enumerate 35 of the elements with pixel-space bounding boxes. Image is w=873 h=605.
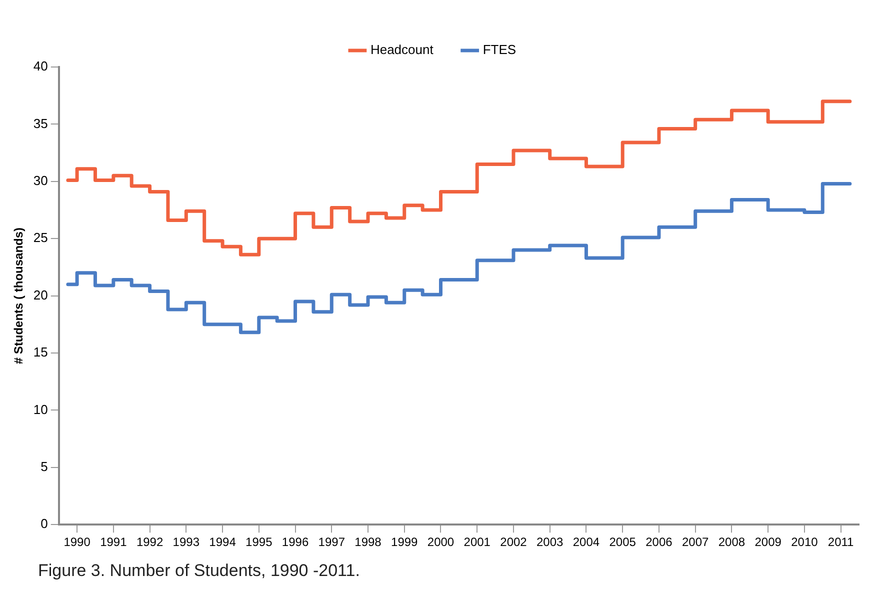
legend-label: Headcount xyxy=(370,42,434,58)
x-tick-label: 1998 xyxy=(354,535,382,550)
y-tick-label: 5 xyxy=(40,458,48,474)
x-tick-label: 2006 xyxy=(646,535,673,550)
x-tick-label: 2011 xyxy=(828,535,854,550)
x-tick-label: 1996 xyxy=(282,535,309,550)
y-tick-label: 15 xyxy=(33,344,48,360)
y-tick-label: 35 xyxy=(33,116,48,131)
legend-label: FTES xyxy=(482,42,516,58)
x-tick-label: 2009 xyxy=(754,535,782,550)
x-tick-label: 2010 xyxy=(791,535,818,550)
x-tick-label: 2003 xyxy=(536,535,564,550)
x-tick-label: 2005 xyxy=(609,535,636,550)
x-tick-label: 2002 xyxy=(500,535,528,550)
x-tick-label: 2001 xyxy=(464,535,491,550)
x-tick-label: 1990 xyxy=(64,535,91,550)
x-tick-label: 1994 xyxy=(209,535,236,550)
x-tick-label: 2008 xyxy=(718,535,746,550)
y-tick-label: 25 xyxy=(33,230,48,246)
y-tick-label: 40 xyxy=(33,58,48,74)
x-tick-label: 1999 xyxy=(391,535,418,550)
x-tick-label: 1997 xyxy=(318,535,346,550)
y-tick-label: 30 xyxy=(33,172,48,188)
y-axis-title: # Students ( thousands) xyxy=(12,227,26,364)
x-tick-label: 1995 xyxy=(246,535,273,550)
x-tick-label: 2007 xyxy=(682,535,710,550)
x-tick-label: 1991 xyxy=(100,535,128,550)
x-tick-label: 1992 xyxy=(136,535,164,550)
caption: Figure 3. Number of Students, 1990 -2011. xyxy=(38,561,361,581)
x-tick-label: 2000 xyxy=(427,535,454,550)
y-tick-label: 0 xyxy=(40,516,48,532)
x-tick-label: 1993 xyxy=(172,535,200,550)
x-tick-label: 2004 xyxy=(572,535,600,550)
y-tick-label: 20 xyxy=(33,287,48,302)
y-tick-label: 10 xyxy=(33,402,48,417)
